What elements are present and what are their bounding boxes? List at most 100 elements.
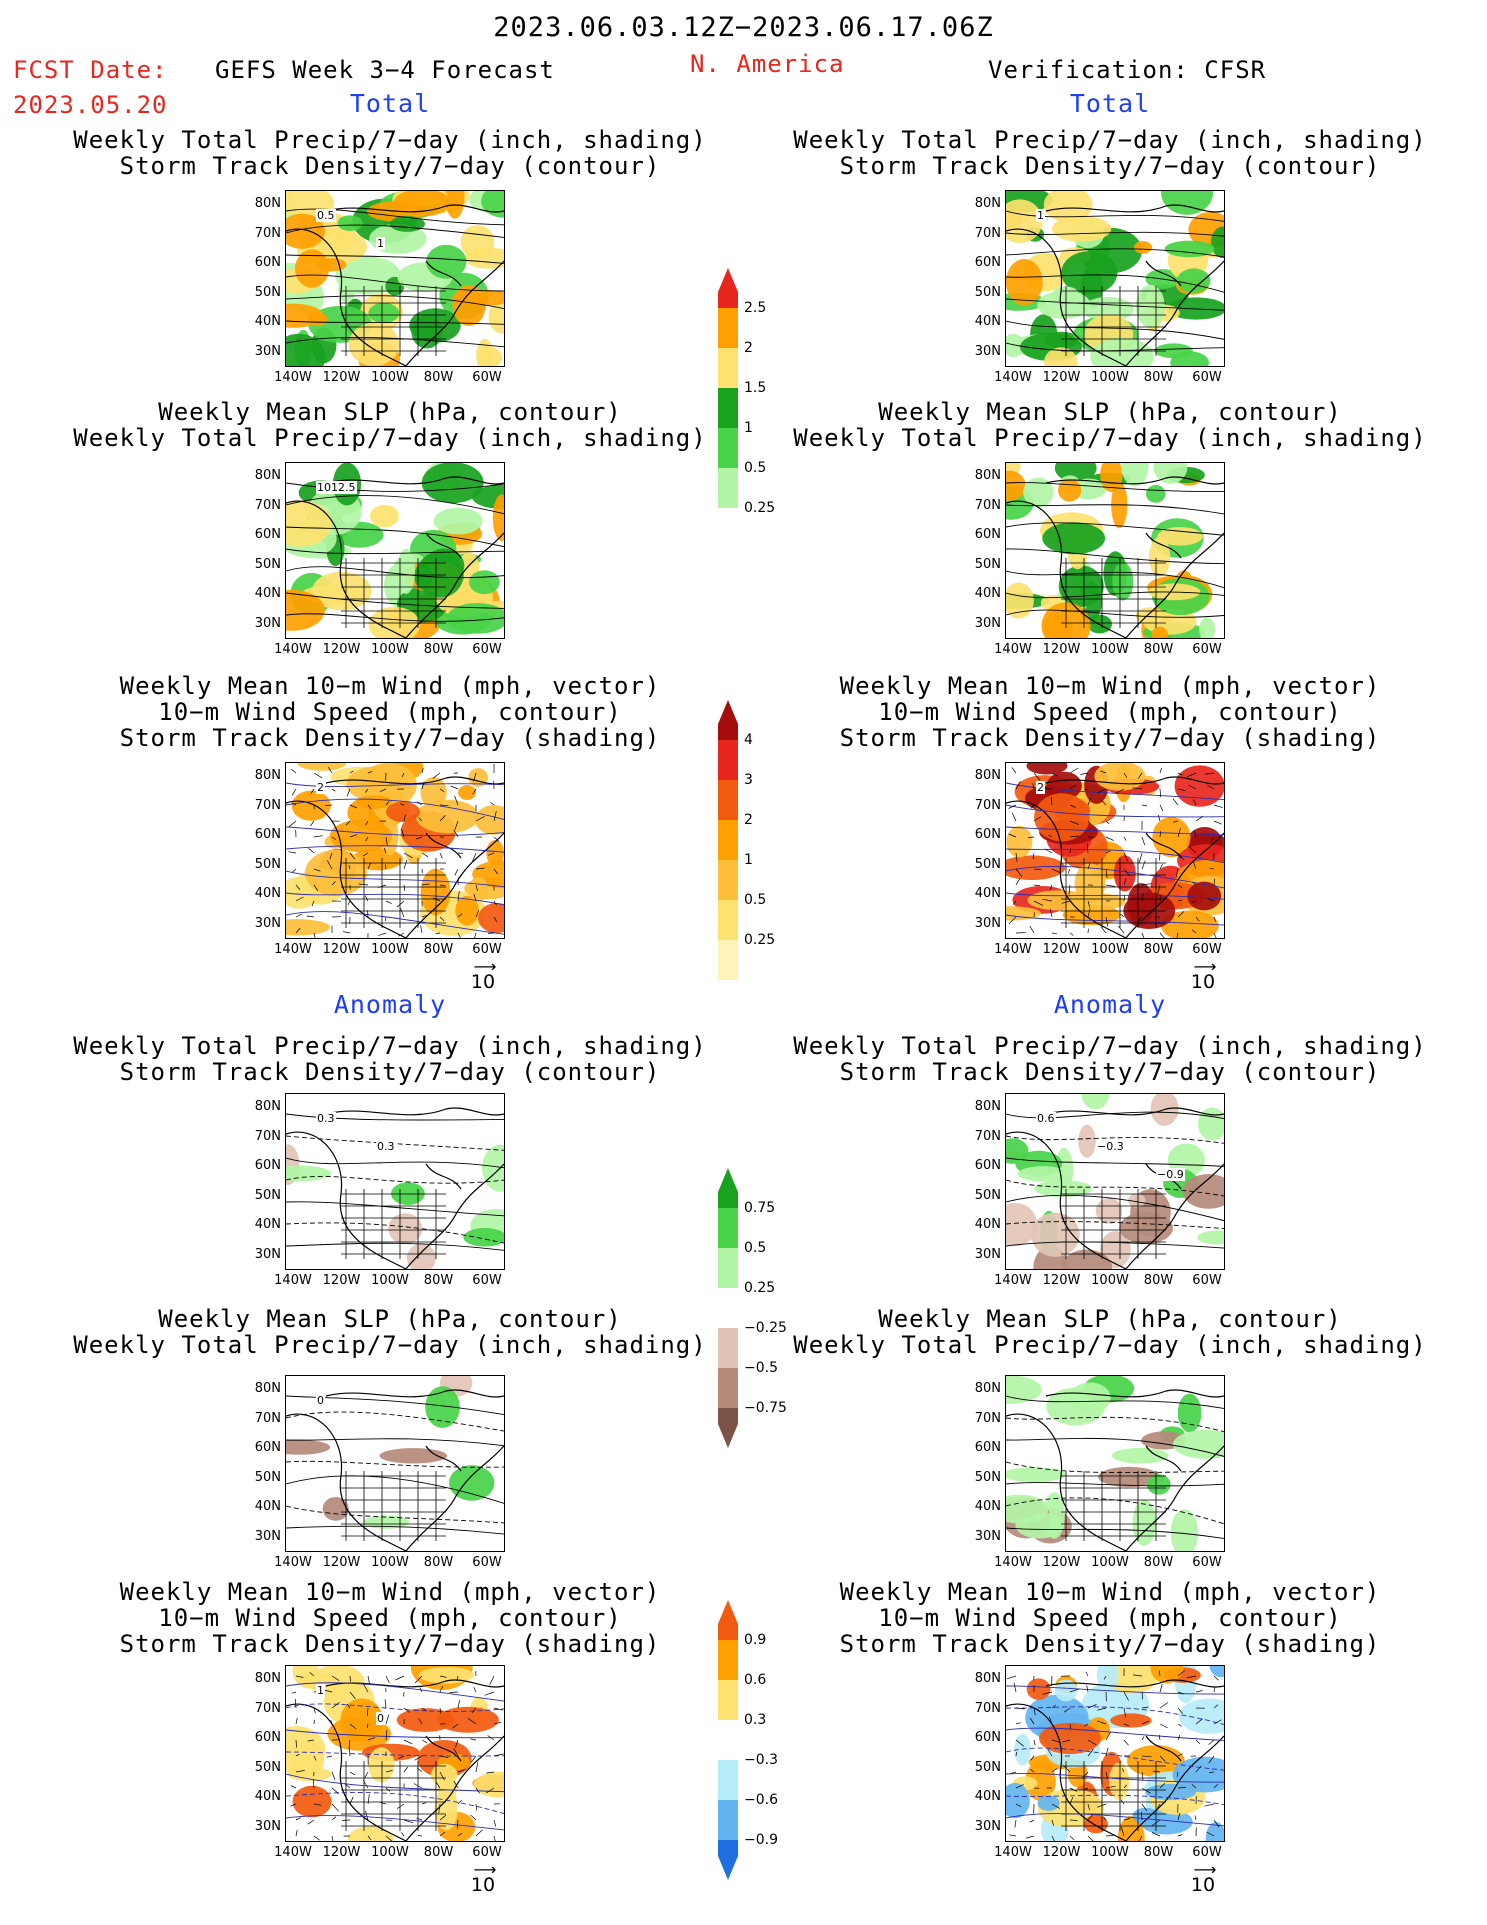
colorbar-label: −0.3 xyxy=(744,1752,778,1768)
panel-title-line: Weekly Total Precip/7−day (inch, shading… xyxy=(793,424,1427,452)
lon-tick-label: 140W xyxy=(274,1555,312,1570)
lon-tick-label: 140W xyxy=(274,1273,312,1288)
lat-tick-label: 80N xyxy=(254,468,281,483)
colorbar-label: 1.5 xyxy=(744,380,767,396)
colorbar-label: 0.25 xyxy=(744,500,776,516)
lat-tick-label: 60N xyxy=(974,1440,1001,1455)
lat-tick-label: 70N xyxy=(254,497,281,513)
panel-title-line: Storm Track Density/7−day (contour) xyxy=(119,1058,661,1086)
colorbar-segment xyxy=(718,308,738,348)
lon-tick-label: 100W xyxy=(1091,370,1129,385)
panel-title-line: Storm Track Density/7−day (shading) xyxy=(839,724,1381,752)
map-panel-7: 0.3 0.3 xyxy=(285,1093,505,1270)
lat-tick-label: 80N xyxy=(254,196,281,211)
section-total-right: Total xyxy=(1069,89,1151,118)
colorbar-segment xyxy=(718,940,738,980)
colorbar-segment xyxy=(718,428,738,468)
lat-tick-label: 40N xyxy=(254,886,281,901)
lat-tick-label: 80N xyxy=(974,768,1001,783)
lon-tick-label: 60W xyxy=(472,1845,502,1860)
lon-tick-label: 100W xyxy=(1091,1273,1129,1288)
lat-tick-label: 70N xyxy=(974,1128,1001,1144)
lon-tick-label: 120W xyxy=(1042,942,1081,957)
panel-title-line: Weekly Mean 10−m Wind (mph, vector) xyxy=(839,672,1381,700)
lat-tick-label: 80N xyxy=(254,1381,281,1396)
lat-tick-label: 30N xyxy=(254,615,281,631)
lat-tick-label: 70N xyxy=(974,225,1001,241)
vector-ref-arrow: ⟶ xyxy=(1193,957,1217,976)
lat-tick-label: 60N xyxy=(254,255,281,270)
colorbar-1 xyxy=(718,268,738,508)
lat-tick-label: 70N xyxy=(974,497,1001,513)
lon-tick-label: 60W xyxy=(1192,1273,1222,1288)
colorbar-segment xyxy=(718,700,738,740)
colorbar-segment xyxy=(718,820,738,860)
lat-tick-label: 40N xyxy=(254,1217,281,1232)
vector-ref-label: 10 xyxy=(1190,971,1216,993)
panel-title-line: Weekly Mean 10−m Wind (mph, vector) xyxy=(839,1578,1381,1606)
panel-title-line: Weekly Total Precip/7−day (inch, shading… xyxy=(73,424,707,452)
vector-ref-arrow: ⟶ xyxy=(473,1860,497,1879)
colorbar-segment xyxy=(718,1720,738,1760)
contour-label: 0 xyxy=(316,1394,325,1407)
colorbar-label: 0.5 xyxy=(744,460,767,476)
lat-tick-label: 50N xyxy=(254,1187,281,1203)
lat-tick-label: 40N xyxy=(974,1789,1001,1804)
colorbar-segment xyxy=(718,1760,738,1800)
panel-title-line: Weekly Total Precip/7−day (inch, shading… xyxy=(73,1331,707,1359)
lat-tick-label: 50N xyxy=(254,556,281,572)
lat-tick-label: 80N xyxy=(974,196,1001,211)
panel-title-line: 10−m Wind Speed (mph, contour) xyxy=(878,698,1342,726)
section-total-left: Total xyxy=(349,89,431,118)
map-canvas xyxy=(1006,1376,1224,1551)
lat-tick-label: 70N xyxy=(974,1410,1001,1426)
verification-title: Verification: CFSR xyxy=(988,56,1267,84)
lon-tick-label: 60W xyxy=(472,1273,502,1288)
lat-tick-label: 50N xyxy=(974,856,1001,872)
lat-tick-label: 40N xyxy=(974,586,1001,601)
colorbar-segment xyxy=(718,1328,738,1368)
lat-tick-label: 50N xyxy=(974,556,1001,572)
colorbar-label: 1 xyxy=(744,420,753,436)
lat-tick-label: 40N xyxy=(254,1789,281,1804)
lat-tick-label: 50N xyxy=(254,284,281,300)
lat-tick-label: 30N xyxy=(254,343,281,359)
map-panel-6: 2 xyxy=(1005,762,1225,939)
panel-title-line: Weekly Mean SLP (hPa, contour) xyxy=(158,1305,622,1333)
lat-tick-label: 30N xyxy=(974,343,1001,359)
map-canvas xyxy=(1006,191,1224,366)
lat-tick-label: 80N xyxy=(254,768,281,783)
lat-tick-label: 30N xyxy=(254,915,281,931)
lat-tick-label: 80N xyxy=(974,1671,1001,1686)
lon-tick-label: 80W xyxy=(423,1273,454,1288)
colorbar-label: 0.75 xyxy=(744,1200,776,1216)
lat-tick-label: 70N xyxy=(254,225,281,241)
lat-tick-label: 30N xyxy=(974,915,1001,931)
lon-tick-label: 80W xyxy=(1143,642,1174,657)
map-canvas xyxy=(286,1107,504,1269)
colorbar-segment xyxy=(718,1168,738,1208)
contour-label: 2 xyxy=(1036,781,1045,794)
lat-tick-label: 30N xyxy=(974,1528,1001,1544)
contour-label: −0.9 xyxy=(1156,1168,1185,1181)
lat-tick-label: 30N xyxy=(974,1818,1001,1834)
colorbar-segment xyxy=(718,1680,738,1720)
colorbar-label: 1 xyxy=(744,852,753,868)
lon-tick-label: 80W xyxy=(423,642,454,657)
colorbar-segment xyxy=(718,1288,738,1328)
vector-ref-label: 10 xyxy=(470,971,496,993)
colorbar-label: −0.75 xyxy=(744,1400,787,1416)
colorbar-label: 4 xyxy=(744,732,753,748)
lon-tick-label: 140W xyxy=(274,370,312,385)
lat-tick-label: 70N xyxy=(974,797,1001,813)
lon-tick-label: 80W xyxy=(423,1845,454,1860)
lon-tick-label: 80W xyxy=(1143,1555,1174,1570)
panel-title-line: Weekly Total Precip/7−day (inch, shading… xyxy=(793,1032,1427,1060)
lon-tick-label: 80W xyxy=(1143,942,1174,957)
lat-tick-label: 50N xyxy=(974,284,1001,300)
panel-title-line: Storm Track Density/7−day (contour) xyxy=(119,152,661,180)
lon-tick-label: 80W xyxy=(423,1555,454,1570)
lon-tick-label: 140W xyxy=(994,942,1032,957)
lat-tick-label: 50N xyxy=(254,856,281,872)
colorbar-segment xyxy=(718,780,738,820)
